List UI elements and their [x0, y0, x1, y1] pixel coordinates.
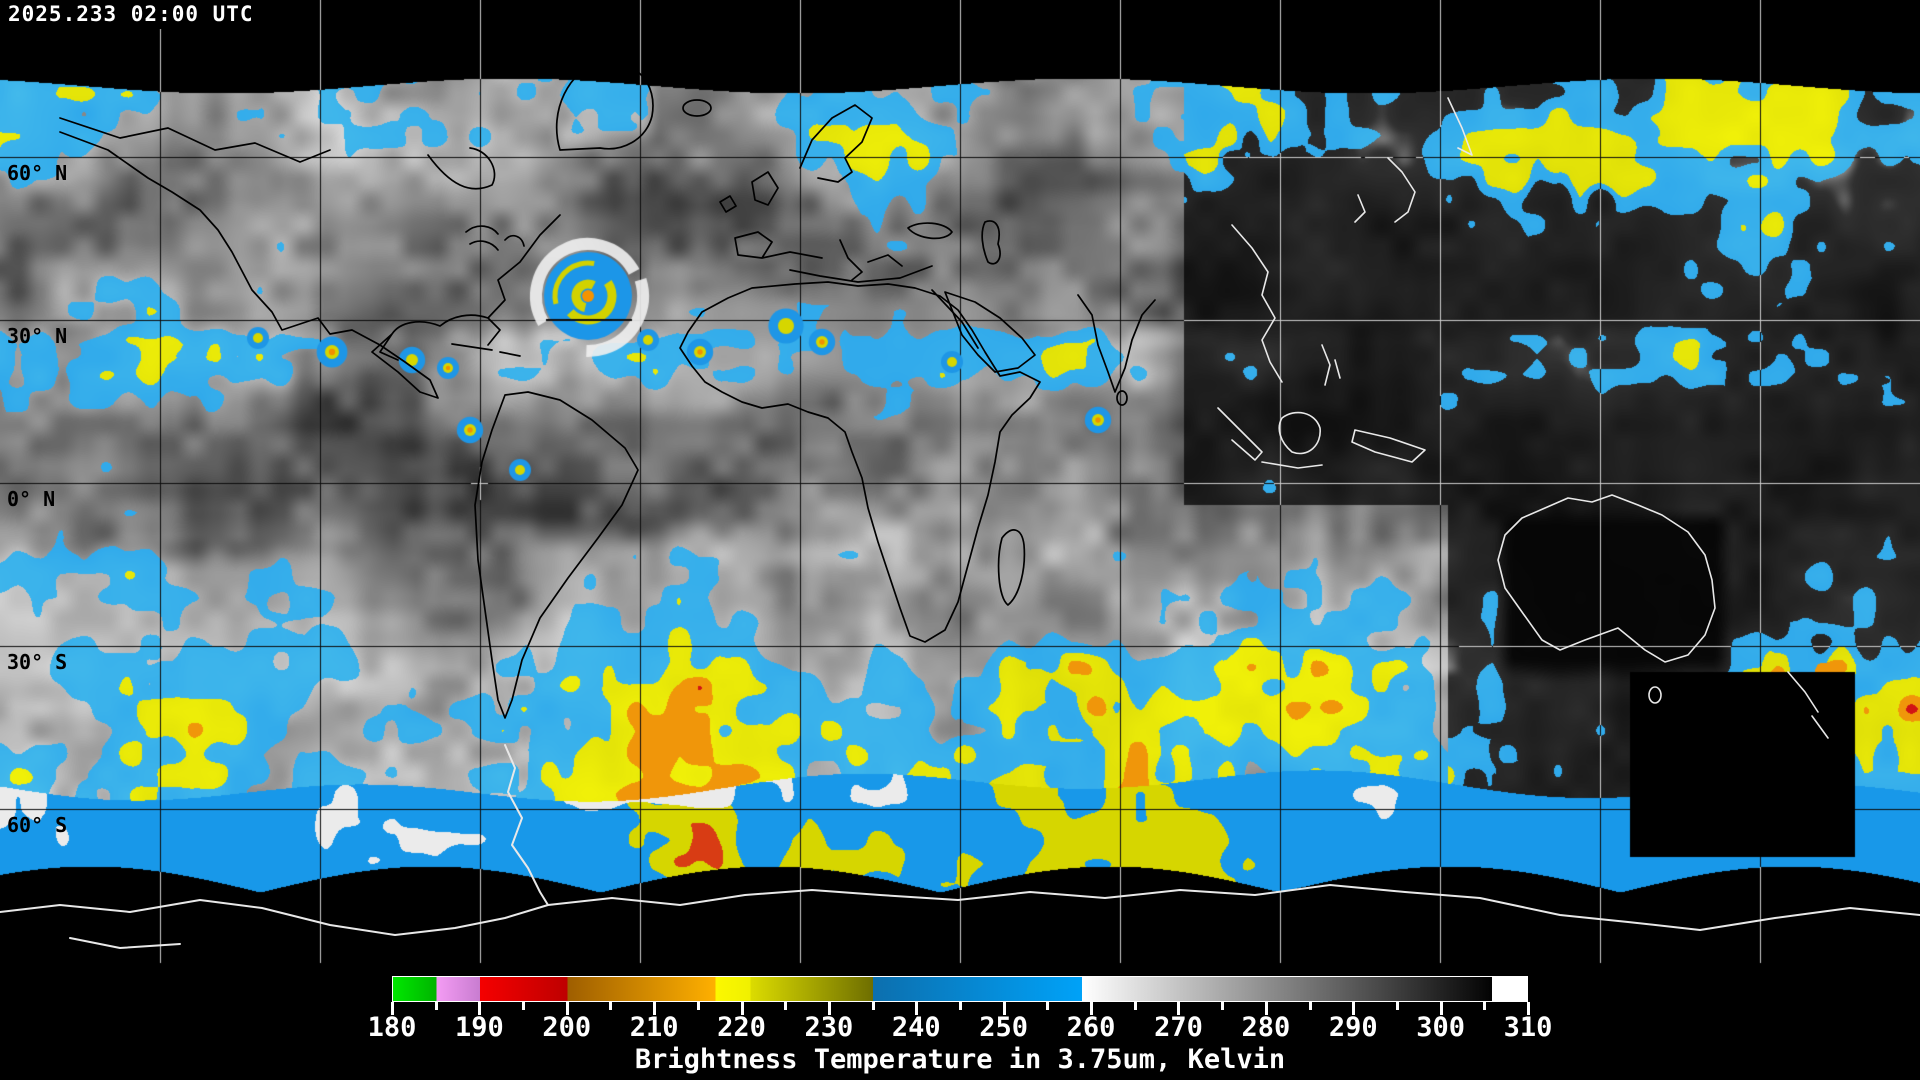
colorbar-tick: [1264, 1002, 1268, 1015]
colorbar-tick: [1002, 1002, 1006, 1015]
colorbar-tick: [959, 1002, 962, 1010]
colorbar-tick-label: 280: [1241, 1012, 1291, 1043]
colorbar-tick: [1090, 1002, 1094, 1015]
colorbar-tick: [784, 1002, 788, 1010]
colorbar-tick: [696, 1002, 700, 1010]
colorbar-tick: [1046, 1002, 1050, 1010]
colorbar-tick: [827, 1002, 831, 1015]
colorbar-tick: [609, 1002, 613, 1010]
colorbar-gradient: [393, 977, 1527, 1001]
colorbar-tick: [740, 1002, 744, 1015]
latitude-label-60s: 60° S: [7, 813, 68, 837]
colorbar-tick: [565, 1002, 569, 1015]
colorbar-title: Brightness Temperature in 3.75um, Kelvin: [634, 1044, 1286, 1075]
colorbar-tick-label: 230: [804, 1012, 854, 1043]
colorbar-tick: [871, 1002, 875, 1010]
colorbar-tick-label: 260: [1066, 1012, 1116, 1043]
colorbar-tick-label: 220: [717, 1012, 766, 1043]
colorbar-tick-label: 250: [979, 1012, 1029, 1043]
latitude-label-60n: 60° N: [7, 161, 68, 185]
colorbar-tick: [478, 1002, 482, 1015]
colorbar-tick-label: 290: [1328, 1012, 1378, 1043]
colorbar-tick: [915, 1002, 919, 1015]
latitude-label-30s: 30° S: [7, 650, 68, 674]
colorbar-tick: [1177, 1002, 1181, 1015]
colorbar-tick: [1527, 1002, 1530, 1015]
colorbar-tick: [1352, 1002, 1356, 1015]
colorbar-tick-label: 310: [1503, 1012, 1553, 1043]
colorbar-tick-label: 210: [629, 1012, 679, 1043]
colorbar-tick: [434, 1002, 438, 1010]
colorbar-tick: [1483, 1002, 1487, 1010]
colorbar-tick-label: 190: [454, 1012, 504, 1043]
latitude-label-30n: 30° N: [7, 324, 68, 348]
colorbar-tick: [1308, 1002, 1312, 1010]
colorbar-tick-label: 270: [1154, 1012, 1203, 1043]
colorbar-tick: [653, 1002, 657, 1015]
colorbar-tick: [1133, 1002, 1137, 1010]
colorbar-tick: [522, 1002, 526, 1010]
latitude-label-0n: 0° N: [7, 487, 56, 511]
timestamp-label: 2025.233 02:00 UTC: [6, 0, 260, 29]
colorbar-tick-label: 200: [542, 1012, 592, 1043]
colorbar-tick-label: 300: [1416, 1012, 1465, 1043]
colorbar-tick-label: 180: [367, 1012, 417, 1043]
colorbar-tick: [1221, 1002, 1225, 1010]
colorbar: [392, 976, 1528, 1002]
colorbar-tick-label: 240: [891, 1012, 941, 1043]
colorbar-tick: [1395, 1002, 1399, 1010]
colorbar-tick: [391, 1002, 394, 1015]
colorbar-tick: [1439, 1002, 1443, 1015]
